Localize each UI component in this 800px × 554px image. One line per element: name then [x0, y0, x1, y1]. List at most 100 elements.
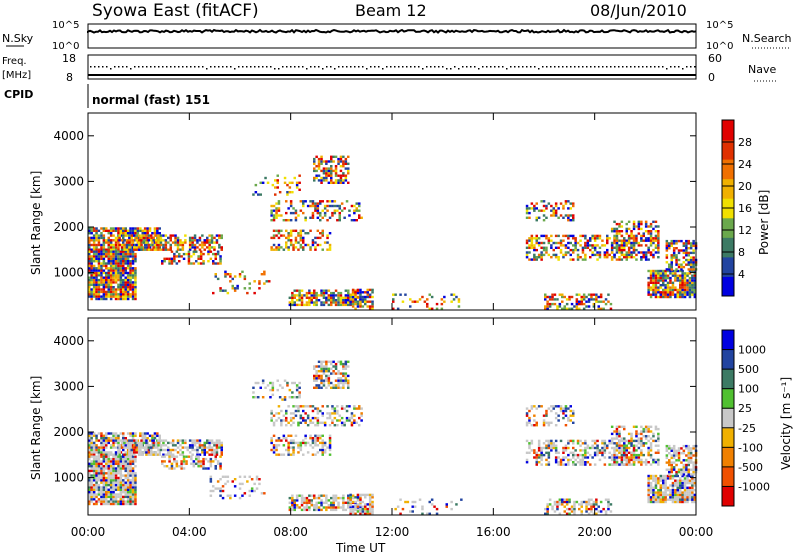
range-cell	[311, 441, 315, 445]
range-cell	[654, 481, 658, 485]
range-cell	[537, 405, 541, 408]
range-cell	[326, 236, 329, 240]
range-cell	[364, 302, 367, 306]
range-cell	[681, 286, 684, 289]
range-cell	[131, 255, 135, 258]
range-cell	[544, 293, 547, 296]
range-cell	[248, 282, 251, 285]
range-cell	[112, 257, 115, 260]
range-cell	[584, 253, 587, 257]
range-cell	[676, 276, 679, 280]
colorbar-tick: 16	[738, 202, 752, 215]
range-cell	[118, 234, 121, 237]
range-cell	[689, 456, 693, 460]
range-cell	[119, 457, 123, 461]
range-cell	[320, 362, 323, 366]
range-cell	[332, 365, 335, 368]
range-cell	[671, 291, 675, 294]
range-cell	[97, 486, 101, 489]
nave-dot	[470, 66, 472, 68]
range-cell	[289, 202, 293, 205]
range-cell	[681, 272, 684, 275]
range-cell	[289, 241, 293, 244]
range-cell	[371, 503, 374, 506]
range-cell	[584, 244, 587, 247]
range-cell	[270, 214, 273, 217]
range-cell	[687, 473, 690, 476]
range-cell	[122, 286, 125, 289]
range-cell	[254, 183, 258, 187]
range-cell	[356, 496, 360, 499]
range-cell	[647, 479, 650, 482]
range-cell	[693, 295, 697, 299]
range-cell	[642, 234, 645, 238]
range-cell	[637, 461, 641, 464]
range-cell	[97, 252, 101, 256]
range-cell	[179, 453, 182, 456]
range-cell	[221, 289, 225, 292]
range-cell	[313, 506, 316, 509]
range-cell	[593, 446, 597, 450]
range-cell	[209, 457, 213, 461]
range-cell	[120, 446, 124, 449]
range-cell	[320, 377, 323, 380]
nave-dot	[194, 66, 196, 68]
range-cell	[88, 474, 91, 477]
range-cell	[210, 236, 214, 240]
range-cell	[215, 446, 219, 449]
nave-dot	[606, 66, 608, 68]
range-cell	[353, 414, 356, 417]
range-cell	[107, 243, 110, 247]
range-cell	[557, 216, 560, 219]
range-cell	[681, 295, 684, 299]
range-cell	[676, 491, 679, 494]
range-cell	[618, 449, 621, 452]
range-cell	[664, 498, 667, 501]
range-cell	[610, 244, 614, 247]
range-cell	[114, 276, 118, 279]
range-cell	[693, 274, 697, 277]
range-cell	[320, 181, 323, 184]
range-cell	[292, 229, 295, 232]
range-cell	[112, 227, 115, 230]
range-cell	[128, 241, 131, 244]
range-cell	[309, 204, 312, 208]
range-cell	[187, 252, 191, 256]
range-cell	[339, 160, 343, 163]
range-cell	[181, 243, 185, 247]
range-cell	[640, 220, 643, 223]
range-cell	[158, 232, 161, 235]
range-cell	[131, 462, 135, 465]
range-cell	[95, 255, 98, 258]
range-cell	[100, 474, 103, 477]
range-cell	[649, 241, 653, 245]
range-cell	[671, 489, 675, 492]
range-cell	[547, 463, 551, 466]
range-cell	[134, 252, 137, 256]
range-cell	[344, 176, 348, 180]
range-cell	[567, 219, 570, 222]
cpid-panel: CPID normal (fast) 151	[4, 84, 210, 108]
range-cell	[147, 239, 151, 242]
range-cell	[285, 200, 288, 203]
range-cell	[681, 293, 684, 296]
nave-dot	[246, 66, 248, 68]
range-cell	[413, 300, 417, 303]
range-cell	[152, 441, 155, 445]
range-cell	[291, 181, 294, 184]
range-cell	[654, 451, 658, 454]
range-cell	[654, 496, 658, 499]
range-cell	[688, 474, 692, 478]
range-cell	[97, 278, 101, 282]
range-cell	[649, 237, 653, 240]
range-cell	[533, 209, 536, 212]
range-cell	[568, 298, 571, 301]
range-cell	[311, 453, 315, 456]
range-cell	[131, 276, 135, 279]
range-cell	[682, 463, 686, 467]
range-cell	[295, 289, 299, 292]
range-cell	[122, 491, 125, 494]
range-cell	[92, 498, 96, 501]
range-cell	[295, 504, 299, 507]
range-cell	[342, 174, 345, 177]
